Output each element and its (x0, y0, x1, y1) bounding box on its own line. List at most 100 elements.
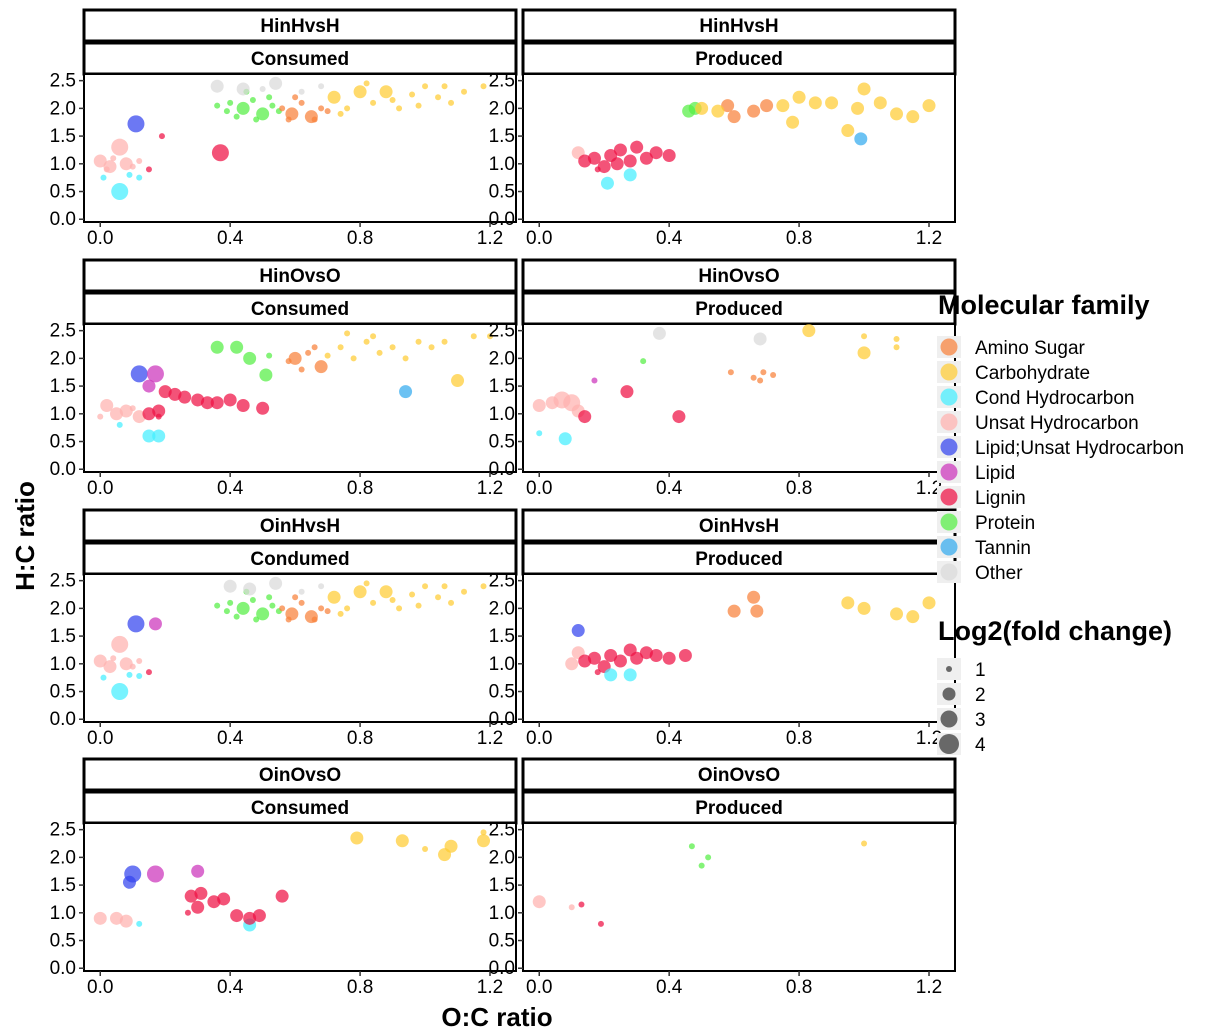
x-tick-label: 1.2 (477, 728, 503, 749)
data-point (142, 407, 156, 421)
y-tick-label: 1.5 (489, 626, 515, 647)
data-point (109, 911, 123, 925)
x-tick-label: 0.4 (217, 977, 244, 998)
x-tick-label: 0.0 (526, 977, 552, 998)
data-point (259, 85, 266, 92)
legend-swatch (940, 338, 958, 356)
strip-2-label: Produced (695, 299, 783, 320)
data-point (252, 909, 266, 923)
data-point (344, 330, 351, 337)
data-point (760, 99, 774, 113)
y-tick-label: 1.0 (50, 654, 76, 675)
data-point (292, 594, 299, 601)
data-point (210, 79, 224, 93)
data-point (100, 174, 107, 181)
data-point (127, 115, 145, 133)
data-point (682, 104, 696, 118)
data-point (594, 669, 601, 676)
data-point (604, 648, 618, 662)
data-point (152, 404, 166, 418)
data-point (461, 588, 468, 595)
y-tick-label: 1.5 (50, 626, 76, 647)
data-point (145, 166, 152, 173)
data-point (409, 91, 416, 98)
data-point (435, 94, 442, 101)
x-tick-label: 0.4 (656, 977, 683, 998)
x-tick-label: 0.8 (347, 228, 373, 249)
y-tick-label: 0.5 (50, 931, 76, 952)
data-point (110, 155, 117, 162)
data-point (727, 110, 741, 124)
data-point (613, 654, 627, 668)
data-point (353, 585, 367, 599)
data-point (324, 352, 331, 359)
data-point (600, 176, 614, 190)
strip-1-box (82, 258, 518, 293)
y-tick-label: 0.0 (489, 459, 515, 480)
data-point (448, 599, 455, 606)
data-point (678, 648, 692, 662)
data-point (776, 99, 790, 113)
data-point (129, 405, 136, 412)
data-point (747, 590, 761, 604)
y-tick-label: 2.0 (50, 348, 76, 369)
data-point (662, 651, 676, 665)
data-point (630, 651, 644, 665)
data-point (298, 366, 305, 373)
data-point (747, 104, 761, 118)
legend-size-swatch (946, 666, 952, 672)
data-point (578, 901, 585, 908)
data-point (227, 99, 234, 106)
data-point (223, 393, 237, 407)
legend-swatch (940, 438, 958, 456)
data-point (893, 335, 900, 342)
legend-item-cond-hydrocarbon: Cond Hydrocarbon (937, 386, 1134, 409)
data-point (711, 104, 725, 118)
legend-swatch (940, 363, 958, 381)
data-point (344, 605, 351, 612)
legend-size-label: 4 (975, 735, 986, 756)
data-point (318, 583, 325, 590)
legend-swatch (940, 413, 958, 431)
strip-2-box (521, 790, 957, 825)
strip-2-label: Consumed (251, 798, 349, 819)
y-tick-label: 2.0 (489, 98, 515, 119)
data-point (191, 393, 205, 407)
data-point (451, 374, 465, 388)
data-point (178, 390, 192, 404)
data-point (111, 183, 129, 201)
data-point (623, 154, 637, 168)
data-point (409, 591, 416, 598)
data-point (470, 333, 477, 340)
data-point (253, 616, 260, 623)
strip-2-box (82, 541, 518, 576)
data-point (792, 90, 806, 104)
data-point (269, 102, 276, 109)
legend-item-lignin: Lignin (937, 486, 1026, 509)
y-tick-label: 0.5 (489, 682, 515, 703)
data-point (662, 148, 676, 162)
data-point (578, 410, 592, 424)
legend-item-amino-sugar: Amino Sugar (937, 336, 1086, 359)
x-axis-title: O:C ratio (441, 1002, 552, 1032)
x-tick-label: 0.8 (347, 977, 373, 998)
data-point (243, 582, 257, 596)
data-point (571, 624, 585, 638)
plot-area (522, 573, 956, 723)
data-point (311, 344, 318, 351)
data-point (695, 101, 709, 115)
strip-2-box (521, 291, 957, 326)
data-point (318, 105, 325, 112)
panel-2: HinHvsH Produced 0.0 0.4 0.8 1.2 0.0 0.5 1.0 1.5 2… (489, 8, 957, 249)
data-point (152, 429, 166, 443)
data-point (337, 344, 344, 351)
data-point (705, 854, 712, 861)
data-point (194, 886, 208, 900)
data-point (890, 607, 904, 621)
data-point (184, 889, 198, 903)
y-tick-label: 0.0 (50, 709, 76, 730)
strip-2-label: Produced (695, 49, 783, 70)
data-point (288, 351, 302, 365)
y-tick-label: 2.0 (50, 98, 76, 119)
data-point (145, 669, 152, 676)
